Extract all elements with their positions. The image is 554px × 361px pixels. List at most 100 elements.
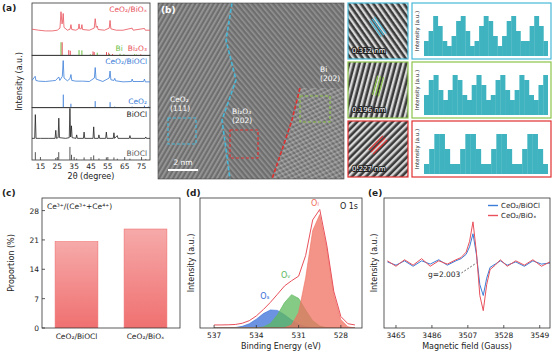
reference-stick [68, 50, 69, 55]
reference-stick [84, 157, 85, 160]
panel-label: (b) [161, 5, 176, 15]
reference-stick [58, 152, 59, 160]
region-label: (202) [320, 74, 340, 83]
reference-stick [70, 104, 71, 108]
fringe-marker [375, 17, 386, 33]
xrd-trace [32, 12, 150, 31]
x-tick [256, 325, 257, 328]
x-tick-label: 534 [249, 331, 264, 340]
x-tick-label: 528 [334, 331, 349, 340]
x-tick [431, 325, 432, 328]
lattice-region [272, 88, 344, 179]
inset-background [348, 62, 408, 118]
profile-step [534, 16, 539, 56]
y-tick [42, 328, 45, 329]
profile-step [461, 16, 466, 56]
profile-step [543, 75, 548, 115]
bar [124, 229, 167, 328]
reference-stick [35, 152, 36, 160]
profile-step [520, 41, 525, 56]
x-tick [214, 325, 215, 328]
x-tick-label: 35 [69, 162, 79, 171]
profile-step [429, 80, 434, 115]
profile-step [424, 95, 429, 115]
reference-stick [62, 42, 63, 55]
fit-envelope [214, 209, 355, 324]
xrd-trace [32, 108, 150, 138]
profile-step [493, 36, 498, 56]
x-tick [467, 325, 468, 328]
profile-step [479, 26, 484, 56]
x-tick-label: 3507 [458, 331, 477, 340]
profile-step [452, 36, 457, 56]
inset-background [348, 121, 408, 177]
reference-stick [129, 159, 130, 160]
profile-step [502, 134, 507, 174]
component-label: Oₛ [260, 292, 269, 301]
frame [42, 198, 180, 328]
reference-stick [106, 52, 107, 55]
x-tick-label: 25 [53, 162, 63, 171]
plot-area [214, 209, 355, 328]
reference-stick [95, 101, 96, 108]
micrograph-background [158, 3, 344, 179]
profile-step [486, 164, 491, 174]
x-tick-label: 45 [86, 162, 96, 171]
reference-stick [79, 50, 80, 55]
profile-step [424, 41, 429, 56]
y-tick-label: 7 [34, 295, 39, 304]
y-tick [42, 269, 45, 270]
frame [158, 3, 344, 179]
profile-step [460, 149, 465, 174]
y-tick [42, 239, 45, 240]
x-tick [91, 157, 92, 160]
series-label: Bi₂O₃ [128, 44, 147, 53]
profile-step [465, 134, 470, 174]
profile-step [515, 90, 520, 115]
plot-area [424, 134, 548, 174]
profile-step [529, 95, 534, 115]
profile-step [433, 16, 438, 56]
region-label: CeO₂ [170, 95, 189, 104]
lattice-region [222, 3, 344, 179]
profile-step [527, 134, 532, 174]
inset-fringes [348, 62, 408, 118]
series-label: CeO₂/BiOCl [105, 57, 147, 66]
series-label: Bi [116, 44, 123, 53]
profile-step [476, 75, 481, 115]
profile-step [456, 21, 461, 56]
x-tick [124, 157, 125, 160]
profile-step [519, 75, 524, 115]
frame [200, 198, 362, 328]
profile-step [440, 134, 445, 174]
profile-step [445, 149, 450, 174]
profile-step [471, 134, 476, 174]
profile-step [505, 90, 510, 115]
y-tick [42, 298, 45, 299]
profile-step [543, 41, 548, 56]
annotation-line [461, 263, 476, 273]
plot-area [32, 12, 150, 56]
y-axis-title: Intensity (a.u.) [370, 234, 379, 293]
profile-step [481, 164, 486, 174]
x-tick [503, 325, 504, 328]
inset-frame [348, 62, 408, 118]
y-tick-label: 14 [29, 265, 39, 274]
profile-step [481, 85, 486, 115]
profile-step [538, 149, 543, 174]
region-label: Bi₂O₃ [232, 107, 251, 116]
profile-step [524, 80, 529, 115]
x-tick [141, 157, 142, 160]
panel-label: (a) [2, 3, 16, 13]
reference-stick [70, 51, 71, 56]
profile-step [465, 31, 470, 56]
bar [55, 242, 98, 328]
x-tick-label: 3465 [386, 331, 405, 340]
profile-step [476, 149, 481, 174]
x-tick-label: 75 [137, 162, 147, 171]
figure: (a)CeO₂/BiOₓBi₂O₃BiCeO₂/BiOClCeO₂BiOClBi… [0, 0, 554, 361]
reference-stick [145, 159, 146, 160]
y-tick-label: 21 [29, 236, 39, 245]
profile-step [455, 164, 460, 174]
plot-area [55, 229, 167, 328]
